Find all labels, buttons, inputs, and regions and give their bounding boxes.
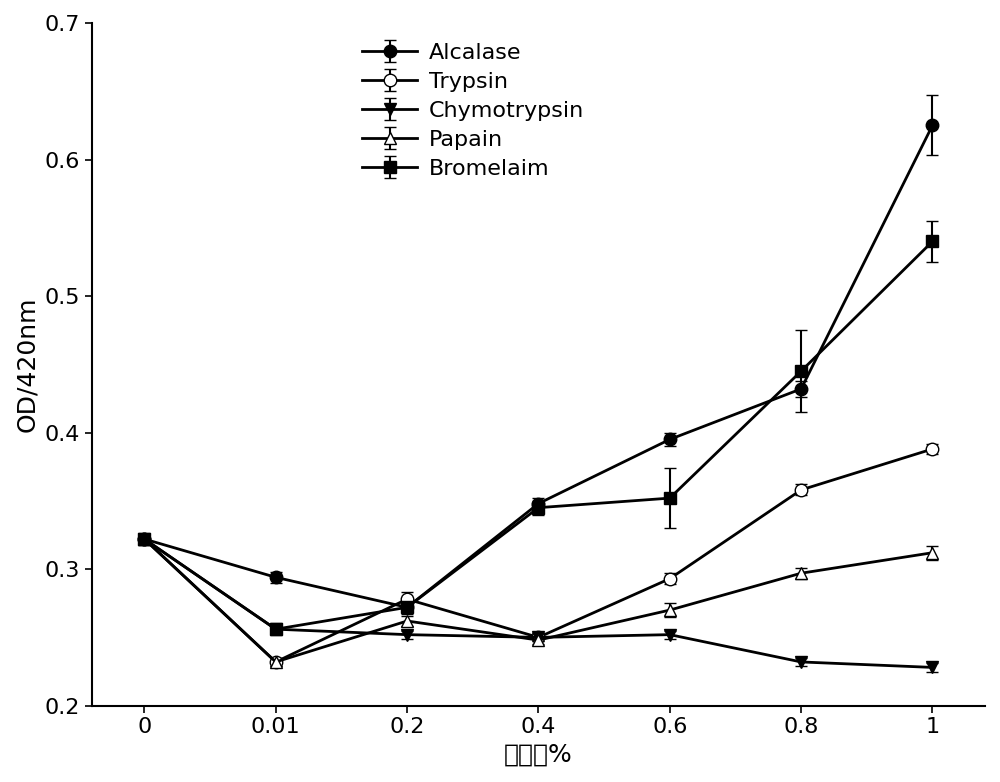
Legend: Alcalase, Trypsin, Chymotrypsin, Papain, Bromelaim: Alcalase, Trypsin, Chymotrypsin, Papain,… [353,34,593,188]
Y-axis label: OD/420nm: OD/420nm [15,296,39,432]
X-axis label: 水解度%: 水解度% [504,743,573,767]
